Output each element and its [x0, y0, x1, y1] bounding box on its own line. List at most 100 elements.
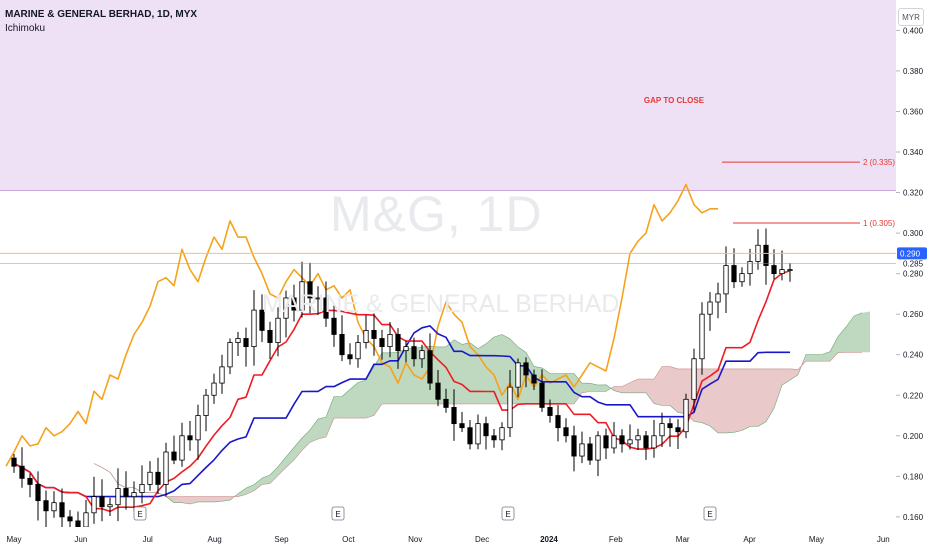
- x-axis-panel: [0, 527, 896, 550]
- y-tick-label: 0.300: [903, 229, 924, 238]
- candle-body: [475, 423, 481, 445]
- cloud-segment: [582, 383, 590, 393]
- candle-body: [707, 301, 713, 315]
- candle-body: [339, 334, 345, 356]
- cloud-segment: [294, 438, 302, 460]
- watermark-name: MARINE & GENERAL BERHAD: [262, 290, 620, 318]
- candle-body: [235, 338, 241, 343]
- cloud-segment: [390, 352, 398, 404]
- currency-button[interactable]: MYR: [898, 8, 924, 26]
- cloud-segment: [374, 352, 382, 416]
- candle-body: [667, 423, 673, 429]
- candle-body: [771, 265, 777, 275]
- candle-body: [219, 366, 225, 384]
- cloud-segment: [222, 496, 230, 502]
- target1-label: 1 (0.305) -: [863, 219, 900, 228]
- candle-body: [187, 435, 193, 441]
- cloud-segment: [302, 429, 310, 451]
- candle-body: [195, 415, 201, 441]
- candle-body: [299, 281, 305, 311]
- candle-body: [683, 398, 689, 433]
- cloud-segment: [734, 368, 742, 433]
- y-axis-panel: [896, 0, 932, 550]
- y-tick-label: 0.180: [903, 472, 924, 481]
- candle-body: [131, 492, 137, 497]
- candle-body: [387, 334, 393, 348]
- x-tick-label: Oct: [342, 535, 355, 544]
- candle-body: [307, 281, 313, 299]
- cloud-segment: [342, 389, 350, 419]
- candle-body: [675, 427, 681, 433]
- candle-body: [419, 350, 425, 360]
- earnings-marker: [501, 506, 515, 521]
- cloud-segment: [454, 339, 462, 404]
- candle-body: [635, 435, 641, 441]
- candle-body: [171, 451, 177, 461]
- candle-body: [467, 427, 473, 445]
- candle-body: [499, 427, 505, 441]
- cloud-segment: [774, 368, 782, 409]
- candle-body: [723, 265, 729, 295]
- candle-body: [747, 261, 753, 275]
- candle-body: [227, 342, 233, 368]
- earnings-marker-label: E: [505, 510, 510, 519]
- cloud-segment: [198, 496, 206, 502]
- candle-body: [275, 317, 281, 343]
- cloud-segment: [398, 348, 406, 404]
- cloud-segment: [286, 447, 294, 468]
- candle-body: [259, 309, 265, 331]
- symbol-title[interactable]: MARINE & GENERAL BERHAD, 1D, MYX: [5, 9, 198, 20]
- cloud-segment: [254, 478, 262, 491]
- x-tick-label: Apr: [743, 535, 756, 544]
- cloud-segment: [758, 368, 766, 427]
- cloud-segment: [710, 368, 718, 433]
- cloud-segment: [790, 368, 798, 381]
- x-tick-label: Jul: [143, 535, 153, 544]
- y-tick-label: 0.340: [903, 148, 924, 157]
- cloud-segment: [518, 346, 526, 404]
- candles-layer: [11, 228, 793, 547]
- cloud-segment: [206, 496, 214, 502]
- earnings-marker: [331, 506, 345, 521]
- cloud-segment: [702, 368, 710, 426]
- candle-body: [403, 346, 409, 352]
- candle-body: [99, 496, 105, 508]
- candle-body: [179, 435, 185, 461]
- x-tick-label: Mar: [676, 535, 690, 544]
- x-tick-label: Feb: [609, 535, 623, 544]
- candle-body: [371, 329, 377, 339]
- earnings-marker: [703, 506, 717, 521]
- candle-body: [35, 484, 41, 502]
- y-tick-label: 0.400: [903, 26, 924, 35]
- candle-body: [51, 502, 57, 512]
- annotation-layer: 2 (0.335) - 1 (0.305) - GAP TO CLOSE E E E E: [0, 96, 900, 521]
- cloud-segment: [366, 366, 374, 419]
- candle-body: [163, 451, 169, 485]
- candle-body: [579, 443, 585, 457]
- candle-body: [739, 273, 745, 283]
- cloud-segment: [830, 336, 838, 362]
- earnings-marker-label: E: [335, 510, 340, 519]
- candle-body: [595, 435, 601, 461]
- cloud-segment: [550, 373, 558, 404]
- conversion-line: [13, 270, 791, 513]
- candle-body: [139, 484, 145, 493]
- candle-body: [395, 334, 401, 352]
- x-tick-label: Aug: [207, 535, 221, 544]
- cloud-segment: [622, 382, 630, 393]
- ichimoku-cloud-layer: [94, 311, 870, 505]
- candle-body: [507, 386, 513, 429]
- candle-body: [59, 502, 65, 518]
- gap-zone: [0, 0, 896, 191]
- candle-body: [203, 394, 209, 416]
- x-tick-label: May: [809, 535, 824, 544]
- candle-body: [75, 520, 81, 528]
- indicator-label[interactable]: Ichimoku: [5, 23, 46, 34]
- candle-body: [27, 477, 33, 485]
- y-tick-label: 0.160: [903, 513, 924, 522]
- cloud-segment: [806, 354, 814, 362]
- candle-body: [123, 488, 129, 497]
- gap-zone-layer: [0, 0, 896, 192]
